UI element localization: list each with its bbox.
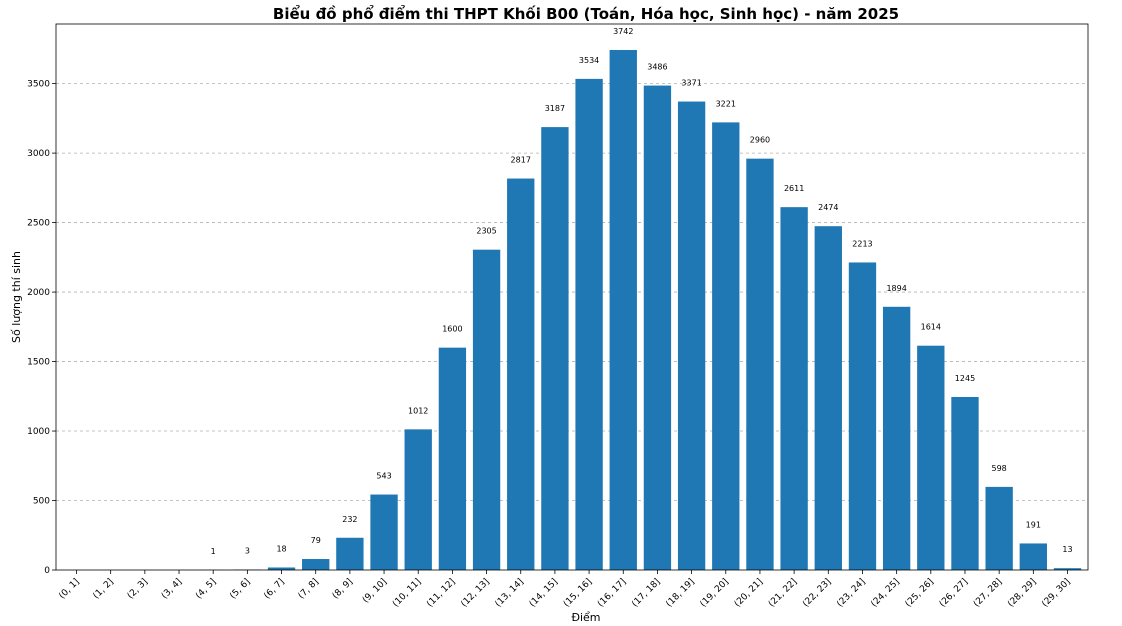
bar [336, 537, 364, 570]
bar-value-label: 543 [376, 472, 391, 481]
x-tick-label: (16, 17] [596, 577, 628, 609]
x-tick-label: (24, 25] [869, 577, 901, 609]
bar-value-label: 1894 [886, 284, 906, 293]
grid-lines [56, 83, 1088, 501]
y-axis-label: Số lượng thí sinh [10, 251, 23, 343]
bar [1053, 568, 1082, 570]
bar-value-label: 1 [211, 547, 216, 556]
x-tick-label: (28, 29] [1006, 577, 1038, 609]
bar-value-label: 1614 [921, 323, 941, 332]
data-labels: 1 3 18792325431012160023052817318735343742… [211, 27, 1073, 556]
bar-value-label: 598 [992, 464, 1007, 473]
x-tick-label: (4, 5] [194, 577, 218, 601]
bar-value-label: 232 [342, 515, 357, 524]
bar-value-label: 3742 [613, 27, 633, 36]
x-tick-label: (19, 20] [699, 577, 731, 609]
bar [609, 49, 637, 571]
bar-value-label: 1012 [408, 406, 428, 415]
x-tick-label: (7, 8] [297, 577, 321, 601]
bar [882, 306, 911, 570]
x-tick-label: (26, 27] [938, 577, 970, 609]
bar [507, 178, 535, 570]
y-tick-label: 1000 [27, 427, 50, 437]
chart-title: Biểu đồ phổ điểm thi THPT Khối B00 (Toán… [273, 4, 899, 23]
bar [985, 486, 1013, 570]
x-tick-label: (12, 13] [459, 577, 491, 609]
bar-value-label: 3221 [716, 99, 736, 108]
bar-value-label: 1245 [955, 374, 975, 383]
x-tick-label: (13, 14] [494, 577, 526, 609]
y-tick-label: 2500 [27, 219, 50, 229]
bar [541, 127, 569, 571]
bar [746, 158, 774, 570]
bar [472, 249, 501, 570]
y-tick-label: 2000 [27, 288, 50, 298]
bar [677, 101, 706, 570]
x-axis-label: Điểm [571, 611, 600, 624]
bar-value-label: 191 [1026, 520, 1041, 529]
bar [370, 494, 398, 570]
bar-value-label: 3 [245, 547, 250, 556]
x-tick-label: (18, 19] [664, 577, 696, 609]
bars [199, 49, 1082, 571]
bar [712, 122, 740, 570]
x-tick-label: (17, 18] [630, 577, 662, 609]
bar [848, 262, 877, 570]
x-tick-label: (2, 3] [126, 577, 150, 601]
x-ticks: (0, 1] (1, 2] (2, 3] (3, 4] (4, 5] (5, 6] (6, … [57, 570, 1073, 609]
bar-value-label: 2474 [818, 203, 838, 212]
x-tick-label: (8, 9] [331, 577, 355, 601]
bar-value-label: 79 [311, 536, 321, 545]
bar [438, 347, 467, 570]
x-tick-label: (11, 12] [425, 577, 457, 609]
bar [917, 345, 945, 570]
bar [951, 396, 979, 570]
bar-value-label: 2817 [511, 156, 531, 165]
x-tick-label: (0, 1] [57, 577, 81, 601]
y-tick-label: 3500 [27, 80, 50, 90]
bar-value-label: 3534 [579, 56, 599, 65]
x-tick-label: (15, 16] [562, 577, 594, 609]
x-tick-label: (10, 11] [391, 577, 423, 609]
bar [780, 207, 808, 570]
bar-value-label: 18 [276, 544, 286, 553]
x-tick-label: (20, 21] [733, 577, 765, 609]
x-tick-label: (3, 4] [160, 577, 184, 601]
y-tick-label: 1500 [27, 358, 50, 368]
x-tick-label: (27, 28] [972, 577, 1004, 609]
y-tick-label: 500 [33, 497, 50, 507]
bar-value-label: 2213 [852, 239, 872, 248]
bar-value-label: 3187 [545, 104, 565, 113]
plot-frame [55, 23, 1089, 571]
bar-value-label: 3486 [647, 63, 667, 72]
bar [1019, 543, 1047, 570]
bar [302, 559, 330, 570]
x-tick-label: (23, 24] [835, 577, 867, 609]
x-tick-label: (22, 23] [801, 577, 833, 609]
x-tick-label: (6, 7] [262, 577, 286, 601]
x-tick-label: (9, 10] [361, 577, 389, 605]
y-ticks: 0 500 1000 1500 2000 2500 3000 3500 [27, 80, 56, 576]
bar-value-label: 2611 [784, 184, 804, 193]
bar-value-label: 2305 [476, 227, 496, 236]
x-tick-label: (21, 22] [767, 577, 799, 609]
x-tick-label: (25, 26] [904, 577, 936, 609]
x-tick-label: (29, 30] [1040, 577, 1072, 609]
x-tick-label: (14, 15] [528, 577, 560, 609]
bar [267, 567, 296, 570]
bar-value-label: 3371 [681, 79, 701, 88]
bar-value-label: 13 [1062, 545, 1072, 554]
bar-value-label: 2960 [750, 136, 770, 145]
bar [404, 429, 432, 570]
bar [814, 226, 842, 571]
bar [575, 78, 603, 570]
y-tick-label: 3000 [27, 149, 50, 159]
x-tick-label: (1, 2] [92, 577, 116, 601]
x-tick-label: (5, 6] [228, 577, 252, 601]
y-tick-label: 0 [44, 566, 50, 576]
bar-value-label: 1600 [442, 325, 462, 334]
bar [643, 85, 672, 571]
